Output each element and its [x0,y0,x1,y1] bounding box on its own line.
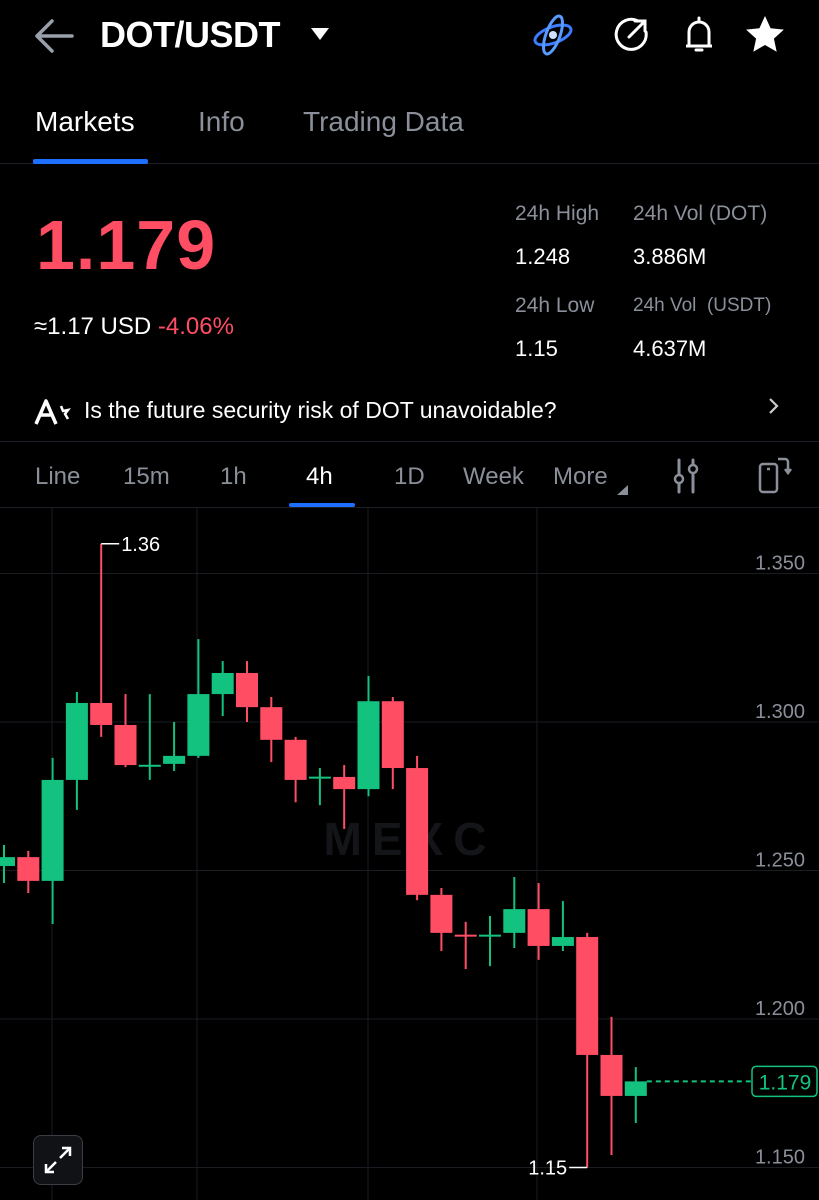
high-label: 24h High [515,202,600,225]
tab-markets[interactable]: Markets [35,106,135,137]
price-tick-label: 1.350 [755,553,805,575]
candle-body-down [236,672,258,708]
last-price: 1.179 [36,206,217,284]
price-change: -4.06% [157,313,234,340]
chevron-right-icon[interactable] [765,394,783,418]
last-price-label: 1.179 [759,1071,812,1094]
candle-body-up [551,937,574,946]
candle-body-up [65,702,88,780]
interval-1d[interactable]: 1D [394,463,425,490]
interval-4h[interactable]: 4h [306,463,333,490]
candle-body-up [357,701,380,790]
candle-body-up [0,857,15,867]
vol-quote-label: 24h Vol (USDT) [633,295,772,316]
bell-icon[interactable] [676,12,722,58]
back-arrow-icon[interactable] [32,16,76,56]
price-tick-label: 1.200 [755,998,805,1020]
candle-body-up [308,776,331,779]
price-tick-label: 1.150 [755,1147,805,1169]
interval-line[interactable]: Line [35,463,81,490]
ai-sparkle-icon [34,399,71,425]
candle-body-down [17,857,40,881]
main-tabs: Markets Info Trading Data [0,90,819,164]
interval-week[interactable]: Week [463,463,524,490]
candle-body-down [260,707,283,740]
high-marker-label: 1.36 [121,534,160,556]
dropdown-caret-icon[interactable] [311,28,329,40]
candle-body-down [527,909,550,946]
candle-body-down [576,937,599,1055]
share-icon[interactable] [608,12,654,58]
tab-info[interactable]: Info [198,106,245,137]
vol-quote-value: 4.637M [633,336,707,361]
active-interval-indicator [289,503,355,507]
chart-markers: 1.36 1.15 1.179 [101,534,818,1180]
candles [0,543,647,1168]
low-label: 24h Low [515,294,595,317]
price-tick-label: 1.300 [755,701,805,723]
chart-grid [0,508,819,1200]
top-bar: DOT/USDT [0,0,819,80]
usd-price: ≈1.17 USD -4.06% [34,313,234,341]
price-tick-label: 1.250 [755,850,805,872]
candle-body-down [284,739,307,780]
watermark-logo: MEXC [324,813,497,865]
candle-body-up [211,672,234,695]
candle-body-down [333,776,356,790]
ai-orbit-logo-icon[interactable] [530,12,576,58]
candle-body-down [600,1054,623,1096]
ai-banner-text: Is the future security risk of DOT unavo… [84,397,557,423]
vol-base-label: 24h Vol (DOT) [633,202,768,225]
high-value: 1.248 [515,244,571,269]
candle-body-up [138,764,161,767]
interval-bar: Line 15m 1h 4h 1D Week More [0,444,819,508]
rotate-screen-icon[interactable] [756,456,792,496]
usd-approx: ≈1.17 USD [34,313,152,340]
candle-body-up [479,934,501,937]
candle-body-down [430,894,453,933]
candle-body-down [114,724,137,766]
pair-title[interactable]: DOT/USDT [100,14,281,55]
price-axis: 1.350 1.300 1.250 1.200 1.150 [755,553,805,1169]
candle-body-up [503,909,526,933]
candle-body-up [624,1081,647,1096]
candle-body-down [406,768,429,895]
indicator-settings-icon[interactable] [670,458,702,494]
fullscreen-button[interactable] [33,1135,83,1185]
star-icon[interactable] [742,12,788,58]
vol-base-value: 3.886M [633,244,707,269]
tab-trading-data[interactable]: Trading Data [303,106,464,137]
ai-insight-banner[interactable]: Is the future security risk of DOT unavo… [0,380,819,442]
expand-icon [44,1146,72,1174]
last-price-box [751,1065,818,1098]
more-corner-icon [617,485,628,495]
active-tab-indicator [33,159,148,164]
candle-body-down [90,702,113,725]
interval-1h[interactable]: 1h [220,463,247,490]
candle-body-up [41,779,64,881]
low-value: 1.15 [515,336,558,361]
candle-body-up [163,755,186,764]
low-marker-label: 1.15 [528,1158,567,1180]
interval-15m[interactable]: 15m [123,463,170,490]
candle-body-up [187,694,210,756]
candle-body-down [454,934,477,937]
candle-body-down [381,701,404,769]
interval-more[interactable]: More [553,463,608,490]
